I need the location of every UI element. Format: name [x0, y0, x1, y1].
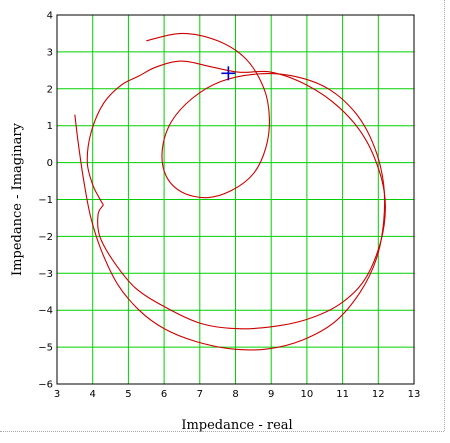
x-tick-labels: 3 4 5 6 7 8 9 10 11 12 13	[54, 389, 421, 400]
panel-bottom-edge	[0, 431, 444, 432]
x-tick-label: 9	[268, 389, 274, 400]
x-tick-label: 8	[232, 389, 238, 400]
panel-right-edge	[444, 0, 445, 431]
y-tick-label: −3	[38, 269, 53, 280]
x-axis-title: Impedance - real	[181, 418, 292, 433]
y-tick-label: 3	[47, 47, 53, 58]
cursor-marker-cross[interactable]	[221, 66, 236, 81]
x-tick-label: 13	[408, 389, 421, 400]
y-tick-label: −4	[38, 306, 53, 317]
x-tick-label: 10	[301, 389, 314, 400]
marker-layer	[221, 66, 236, 81]
y-axis-title: Impedance - Imaginary	[10, 122, 25, 276]
y-tick-label: 1	[47, 121, 53, 132]
plot-frame	[56, 14, 415, 385]
y-tick-label: −6	[38, 380, 53, 391]
x-tick-label: 11	[336, 389, 349, 400]
x-tick-label: 5	[125, 389, 131, 400]
x-tick-label: 4	[90, 389, 96, 400]
series-line-2	[86, 60, 386, 330]
y-tick-label: −5	[38, 343, 53, 354]
y-tick-label: 4	[47, 11, 53, 22]
y-tick-label: −2	[38, 232, 53, 243]
x-tick-label: 3	[54, 389, 60, 400]
series-line-1	[74, 32, 386, 351]
x-tick-label: 6	[161, 389, 167, 400]
y-tick-label: 2	[47, 84, 53, 95]
y-tick-label: 0	[47, 158, 53, 169]
y-tick-labels: 4 3 2 1 0 −1 −2 −3 −4 −5 −6	[38, 11, 53, 391]
x-tick-label: 7	[197, 389, 203, 400]
x-tick-label: 12	[372, 389, 385, 400]
y-tick-label: −1	[38, 195, 53, 206]
series-layer	[74, 32, 386, 351]
